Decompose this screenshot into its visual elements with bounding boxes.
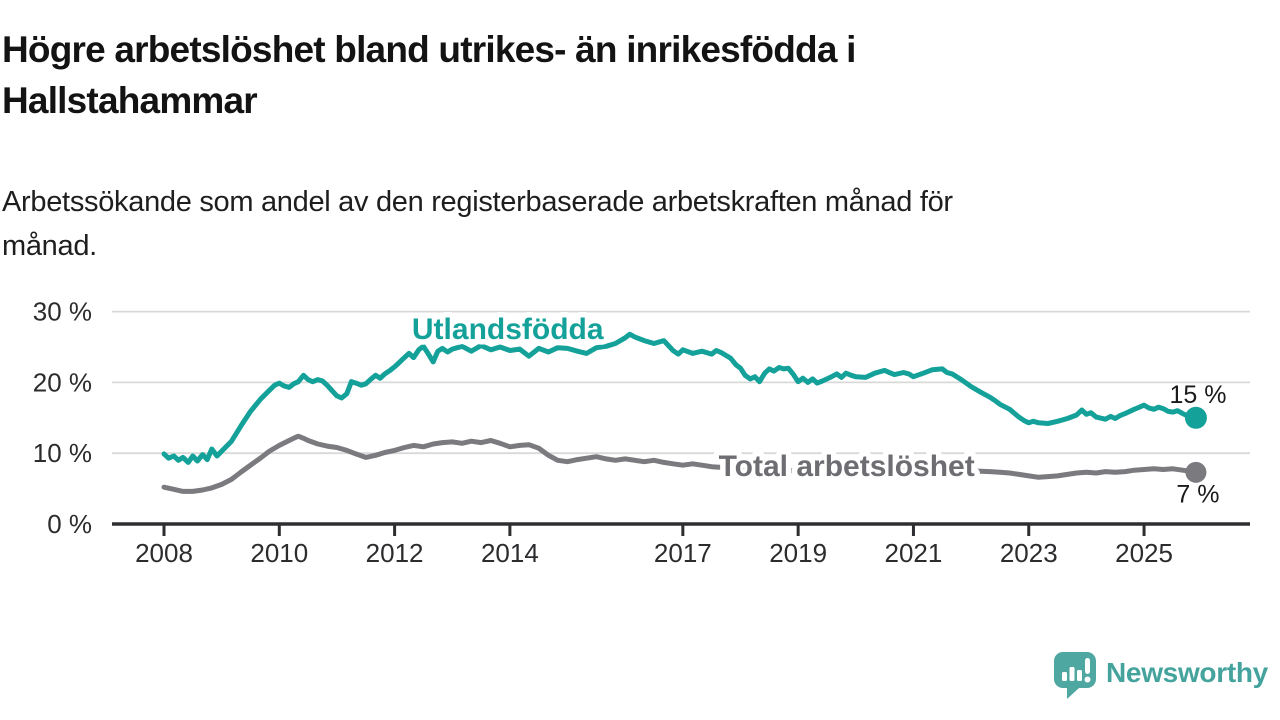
series-end-value-total-arbetsl-shet: 7 % — [1176, 480, 1219, 508]
series-end-dot-utlandsf-dda — [1184, 406, 1207, 429]
chart-subtitle: Arbetssökande som andel av den registerb… — [2, 180, 1232, 268]
text-line: Högre arbetslöshet bland utrikes- än inr… — [2, 29, 856, 70]
y-tick-label: 20 % — [33, 367, 92, 397]
series-line-utlandsf-dda — [161, 331, 1199, 465]
x-tick-label: 2017 — [654, 538, 712, 568]
y-tick-label: 30 % — [33, 297, 92, 327]
x-tick-label: 2008 — [135, 538, 193, 568]
x-tick-label: 2019 — [769, 538, 827, 568]
x-tick-label: 2010 — [250, 538, 308, 568]
y-tick-label: 10 % — [33, 438, 92, 468]
newsworthy-logo: Newsworthy — [1050, 646, 1280, 708]
series-line-total-arbetsl-shet — [161, 433, 1199, 494]
y-tick-label: 0 % — [47, 509, 92, 539]
page-title: Högre arbetslöshet bland utrikes- än inr… — [2, 24, 1272, 126]
x-tick-label: 2012 — [366, 538, 424, 568]
x-tick-label: 2025 — [1115, 538, 1173, 568]
x-tick-label: 2021 — [885, 538, 943, 568]
series-end-dot-total-arbetsl-shet — [1185, 461, 1207, 483]
series-end-value-utlandsf-dda: 15 % — [1169, 381, 1226, 409]
newsworthy-bubble-icon — [1054, 652, 1096, 699]
series-label-utlandsf-dda: Utlandsfödda — [412, 313, 604, 346]
text-line: Hallstahammar — [2, 80, 258, 121]
text-line: Arbetssökande som andel av den registerb… — [2, 186, 953, 218]
x-tick-label: 2023 — [1000, 538, 1058, 568]
x-tick-label: 2014 — [481, 538, 539, 568]
text-line: månad. — [2, 230, 97, 262]
newsworthy-logo-text: Newsworthy — [1106, 657, 1268, 688]
series-label-total-arbetsl-shet: Total arbetslöshet — [719, 450, 975, 483]
